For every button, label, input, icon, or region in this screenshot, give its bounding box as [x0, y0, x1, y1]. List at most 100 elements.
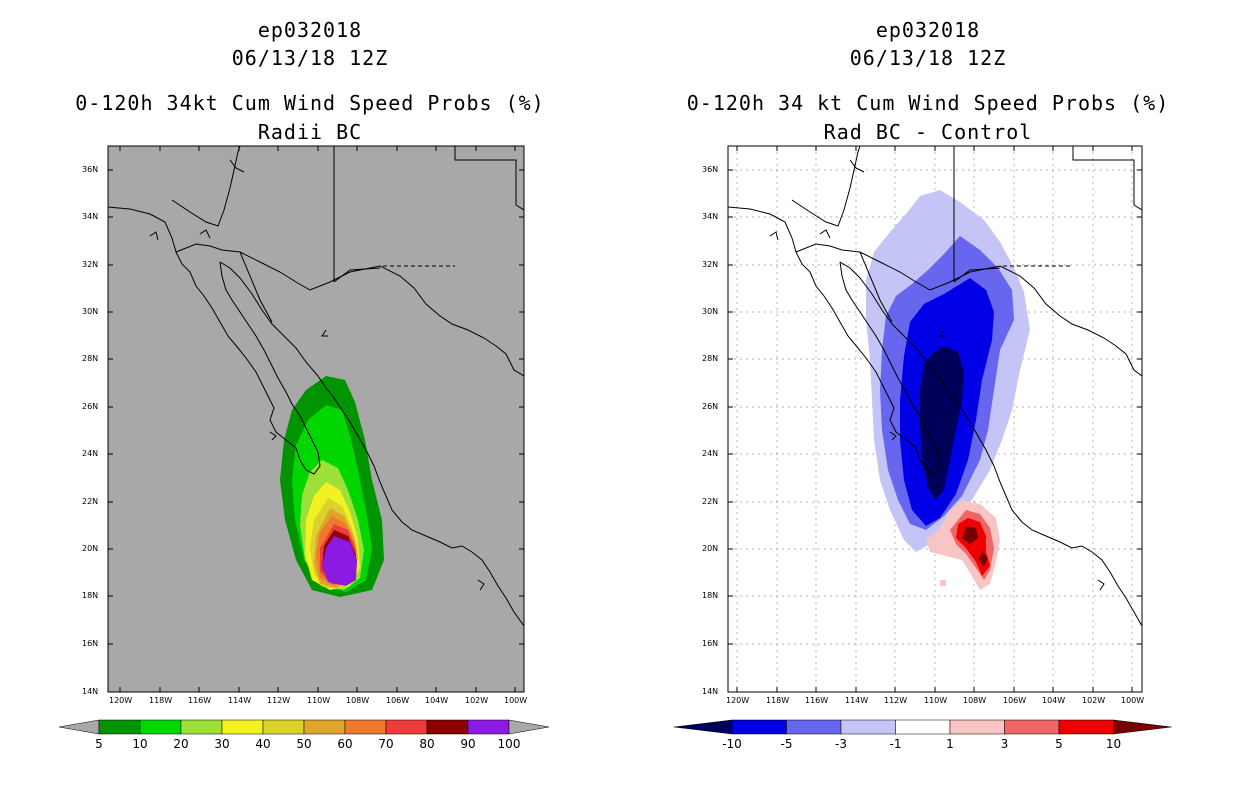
left-datetime: 06/13/18 12Z [231, 46, 389, 70]
right-storm-id: ep032018 [875, 18, 981, 42]
lat-tick-label: 16N [82, 639, 99, 648]
lat-tick-label: 32N [82, 260, 99, 269]
right-colorbar-swatch [1004, 719, 1060, 735]
left-colorbar-label: 5 [95, 737, 103, 751]
lat-tick-label: 22N [702, 497, 719, 506]
right-colorbar-swatch [840, 719, 896, 735]
left-colorbar-label: 60 [337, 737, 353, 751]
right-colorbar [673, 719, 1172, 735]
lat-tick-label: 36N [82, 165, 99, 174]
right-colorbar-max-arrow [1113, 719, 1172, 735]
lat-tick-label: 24N [82, 449, 99, 458]
left-colorbar-label: 50 [296, 737, 312, 751]
diff-pos1-dot [940, 580, 946, 586]
lat-tick-label: 28N [702, 354, 719, 363]
right-coastlines [728, 146, 1142, 627]
left-title: 0-120h 34kt Cum Wind Speed Probs (%) [75, 91, 545, 115]
left-colorbar-swatch [262, 719, 305, 735]
lon-tick-label: 104W [425, 696, 449, 705]
lon-tick-label: 120W [109, 696, 133, 705]
left-colorbar-label: 90 [460, 737, 476, 751]
right-colorbar-swatch [731, 719, 787, 735]
lat-tick-label: 18N [702, 591, 719, 600]
right-colorbar-label: 10 [1105, 737, 1122, 751]
right-colorbar-label: 1 [946, 737, 954, 751]
left-colorbar-label: 20 [173, 737, 189, 751]
lon-tick-label: 100W [504, 696, 528, 705]
lon-tick-label: 112W [884, 696, 908, 705]
lon-tick-label: 116W [805, 696, 829, 705]
lat-tick-label: 18N [82, 591, 99, 600]
diff-pos10 [962, 526, 978, 544]
right-colorbar-label: -3 [835, 737, 847, 751]
lat-tick-label: 26N [702, 402, 719, 411]
lat-tick-label: 26N [82, 402, 99, 411]
left-colorbar-max-arrow [508, 719, 550, 735]
lon-tick-label: 120W [726, 696, 750, 705]
lon-tick-label: 116W [188, 696, 212, 705]
axis-ticks [108, 146, 1142, 693]
lon-tick-label: 100W [1121, 696, 1145, 705]
lon-tick-label: 118W [766, 696, 790, 705]
lat-tick-label: 32N [702, 260, 719, 269]
right-colorbar-min-arrow [673, 719, 733, 735]
left-colorbar-label: 30 [214, 737, 230, 751]
left-colorbar-swatch [139, 719, 182, 735]
lat-tick-label: 34N [702, 212, 719, 221]
lon-tick-label: 106W [1003, 696, 1027, 705]
lon-tick-label: 112W [267, 696, 291, 705]
right-colorbar-label: 3 [1000, 737, 1009, 751]
right-colorbar-label: -1 [889, 737, 902, 751]
prob-90 [322, 536, 357, 586]
right-title: 0-120h 34 kt Cum Wind Speed Probs (%) [686, 91, 1170, 115]
lat-tick-label: 20N [82, 544, 99, 553]
lat-tick-label: 22N [82, 497, 99, 506]
left-map-border [107, 145, 525, 693]
right-colorbar-swatch [895, 719, 951, 735]
left-colorbar-swatch [344, 719, 387, 735]
left-colorbar-min-arrow [58, 719, 100, 735]
left-colorbar-swatch [467, 719, 510, 735]
right-colorbar-label: -10 [722, 737, 742, 751]
diff-pos10b [978, 552, 988, 566]
left-colorbar-swatch [303, 719, 346, 735]
right-subtitle: Rad BC - Control [823, 120, 1033, 144]
left-colorbar-label: 10 [132, 737, 148, 751]
lon-tick-label: 108W [963, 696, 987, 705]
left-colorbar-label: 80 [419, 737, 435, 751]
lon-tick-label: 108W [346, 696, 370, 705]
left-prob-contours [280, 376, 384, 597]
right-colorbar-swatch [786, 719, 842, 735]
left-colorbar-label: 100 [497, 737, 521, 751]
lat-tick-label: 24N [702, 449, 719, 458]
lat-tick-label: 14N [702, 687, 719, 696]
right-diff-contours [866, 190, 1030, 590]
right-colorbar-label: -5 [780, 737, 793, 751]
left-colorbar-label: 40 [255, 737, 271, 751]
lon-tick-label: 104W [1042, 696, 1066, 705]
left-colorbar-swatch [180, 719, 223, 735]
diff-neg10 [920, 346, 964, 500]
right-datetime: 06/13/18 12Z [849, 46, 1007, 70]
lat-tick-label: 34N [82, 212, 99, 221]
left-storm-id: ep032018 [257, 18, 363, 42]
lon-tick-label: 110W [924, 696, 948, 705]
left-colorbar-swatch [426, 719, 469, 735]
lat-tick-label: 14N [82, 687, 99, 696]
lat-tick-label: 30N [82, 307, 99, 316]
right-colorbar-swatch [1058, 719, 1114, 735]
left-colorbar-swatch [98, 719, 141, 735]
left-colorbar-swatch [221, 719, 264, 735]
left-colorbar-label: 70 [378, 737, 394, 751]
lat-tick-label: 28N [82, 354, 99, 363]
lat-tick-label: 30N [702, 307, 719, 316]
lon-tick-label: 106W [386, 696, 410, 705]
lon-tick-label: 118W [149, 696, 173, 705]
lon-tick-label: 114W [845, 696, 869, 705]
lon-tick-label: 114W [228, 696, 252, 705]
lat-tick-label: 36N [702, 165, 719, 174]
lat-tick-label: 20N [702, 544, 719, 553]
lon-tick-label: 102W [1082, 696, 1106, 705]
left-colorbar-swatch [385, 719, 428, 735]
